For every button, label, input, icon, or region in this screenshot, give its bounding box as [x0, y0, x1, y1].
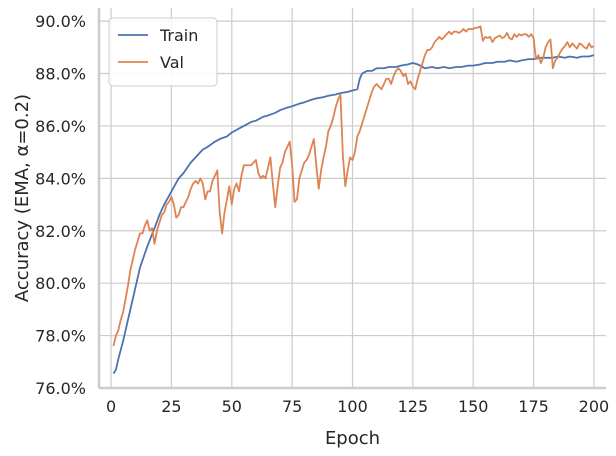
y-tick-label: 80.0%	[35, 274, 86, 293]
x-tick-label: 125	[398, 397, 429, 416]
y-tick-label: 76.0%	[35, 379, 86, 398]
y-tick-label: 90.0%	[35, 12, 86, 31]
x-tick-label: 200	[579, 397, 610, 416]
y-tick-label: 86.0%	[35, 117, 86, 136]
legend-label-val: Val	[160, 53, 184, 72]
gridlines	[99, 8, 606, 389]
legend: Train Val	[108, 17, 218, 87]
axes	[97, 8, 606, 390]
x-axis-label: Epoch	[325, 428, 380, 449]
x-tick-label: 75	[282, 397, 302, 416]
y-tick-label: 88.0%	[35, 65, 86, 84]
y-axis-label: Accuracy (EMA, α=0.2)	[12, 94, 33, 302]
y-tick-label: 82.0%	[35, 222, 86, 241]
x-tick-label: 50	[222, 397, 242, 416]
series-lines	[112, 25, 595, 375]
y-tick-label: 84.0%	[35, 169, 86, 188]
tick-labels: 0 25 50 75 100 125 150 175 200 76.0% 78.0% 80.0% 82.…	[35, 12, 609, 416]
x-tick-label: 100	[337, 397, 368, 416]
series-line-val	[112, 25, 595, 347]
series-line-train	[112, 54, 595, 375]
x-tick-label: 25	[161, 397, 181, 416]
x-tick-label: 150	[458, 397, 489, 416]
x-tick-label: 0	[106, 397, 116, 416]
x-tick-label: 175	[518, 397, 549, 416]
y-tick-label: 78.0%	[35, 327, 86, 346]
legend-label-train: Train	[159, 26, 198, 45]
